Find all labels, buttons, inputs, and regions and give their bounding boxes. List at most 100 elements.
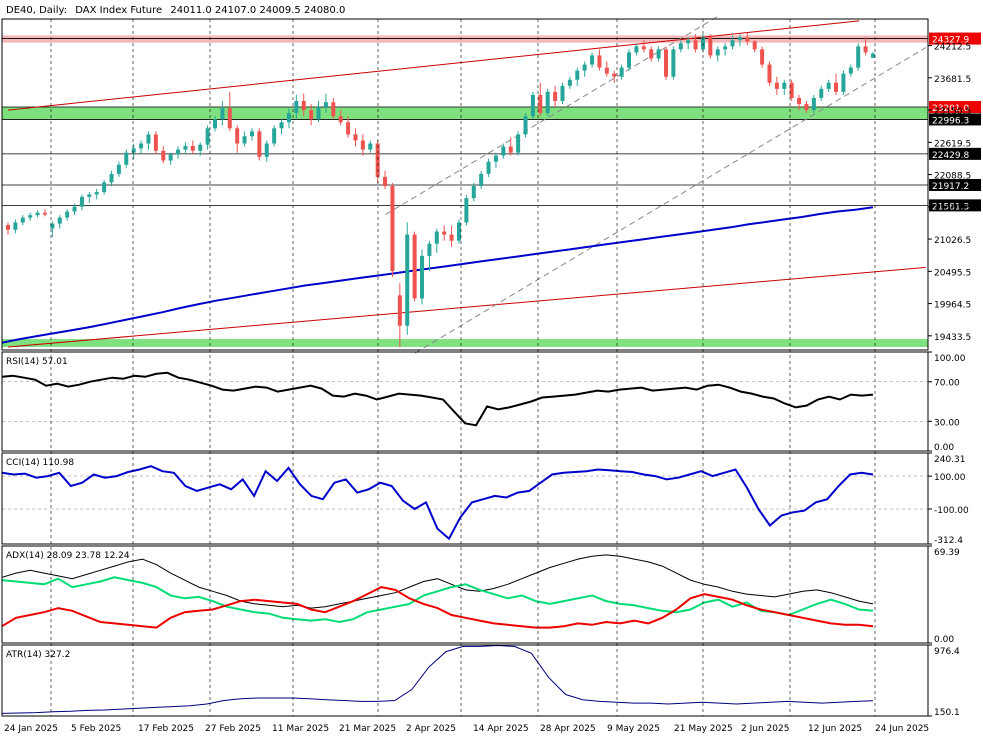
candle-body xyxy=(774,82,779,89)
candle-body xyxy=(116,164,121,174)
candle-body xyxy=(35,212,40,216)
candle-body xyxy=(449,234,454,241)
candle-body xyxy=(582,64,587,71)
rsi-panel[interactable]: RSI(14) 57.01 100.00 70.00 30.00 0.00 xyxy=(1,351,966,453)
candle-body xyxy=(331,102,336,117)
candle-body xyxy=(360,140,365,150)
panel-frame-rsi xyxy=(1,351,929,452)
level-label-bg xyxy=(929,113,981,126)
candle-body xyxy=(397,295,402,326)
x-tick-label: 24 Jan 2025 xyxy=(4,724,58,734)
candle-body xyxy=(279,122,284,129)
candle-body xyxy=(567,79,572,86)
atr-panel[interactable]: ATR(14) 327.2 976.4 150.1 xyxy=(1,644,960,718)
level-label: 23201.0 xyxy=(932,104,969,114)
x-tick-label: 2 Jun 2025 xyxy=(741,724,789,734)
candle-body xyxy=(316,107,321,120)
candle-body xyxy=(72,206,77,212)
candle-body xyxy=(94,192,99,195)
candle-body xyxy=(604,67,609,74)
indicator-line xyxy=(1,465,874,541)
candle-body xyxy=(678,43,683,50)
candle-body xyxy=(516,134,521,153)
ohlc-label: 24011.0 24107.0 24009.5 24080.0 xyxy=(170,5,345,16)
candle-body xyxy=(442,231,447,235)
y-tick-label: 30.00 xyxy=(934,418,960,428)
y-tick-label: 100.00 xyxy=(934,354,966,364)
candle-body xyxy=(220,108,225,120)
candle-body xyxy=(826,82,831,89)
candle-body xyxy=(346,122,351,135)
y-tick-label: 976.4 xyxy=(934,647,960,657)
candle-body xyxy=(656,49,661,59)
y-tick-label: 69.39 xyxy=(934,548,960,558)
indicator-line xyxy=(1,371,874,427)
candle-body xyxy=(479,173,484,187)
price-zone xyxy=(2,35,928,43)
candle-body xyxy=(590,55,595,65)
candle-body xyxy=(109,173,114,183)
price-panel[interactable]: 24327.9 23201.0 22996.3 22429.8 21917.2 21581… xyxy=(1,15,981,354)
indicator-title: ATR(14) 327.2 xyxy=(6,650,70,660)
candle-body xyxy=(752,41,757,50)
trendline xyxy=(7,266,926,348)
price-zone xyxy=(2,339,928,347)
candle-body xyxy=(634,46,639,53)
level-label-bg xyxy=(929,101,981,114)
x-tick-label: 2 Apr 2025 xyxy=(406,724,456,734)
candle-body xyxy=(301,100,306,111)
candle-body xyxy=(65,211,70,218)
candle-body xyxy=(434,231,439,244)
candle-body xyxy=(560,85,565,101)
candle-body xyxy=(146,134,151,144)
candle-body xyxy=(235,128,240,144)
candle-body xyxy=(227,108,232,129)
adx-panel[interactable]: ADX(14) 28.09 23.78 12.24 69.39 0.00 xyxy=(1,545,960,645)
description-label: DAX Index Future xyxy=(75,5,162,16)
y-tick-label: 21026.5 xyxy=(934,236,971,246)
candle-body xyxy=(686,40,691,44)
y-tick-label: 23150.5 xyxy=(934,107,971,117)
indicator-line xyxy=(1,576,874,624)
candle-body xyxy=(834,82,839,92)
cci-panel[interactable]: CCI(14) 110.98 240.31 100.00 -100.00 -312.4 xyxy=(1,452,969,546)
panel-frame-main xyxy=(1,18,929,351)
candle-body xyxy=(183,145,188,150)
x-tick-label: 27 Feb 2025 xyxy=(205,724,261,734)
candle-body xyxy=(87,194,92,197)
candle-body xyxy=(13,222,18,230)
y-tick-label: -312.4 xyxy=(934,536,963,546)
x-tick-label: 24 Jun 2025 xyxy=(875,724,929,734)
candle-body xyxy=(760,49,765,65)
candle-body xyxy=(338,116,343,123)
candle-body xyxy=(723,46,728,50)
candle-body xyxy=(523,116,528,135)
candle-body xyxy=(575,70,580,80)
candle-body xyxy=(272,128,277,144)
x-tick-label: 5 Feb 2025 xyxy=(71,724,121,734)
candle-body xyxy=(168,154,173,161)
candle-body xyxy=(553,91,558,101)
candle-body xyxy=(139,143,144,149)
y-tick-label: 70.00 xyxy=(934,379,960,389)
candle-body xyxy=(597,55,602,68)
y-tick-label: 0.00 xyxy=(934,443,954,453)
candle-body xyxy=(627,52,632,68)
x-tick-label: 12 Jun 2025 xyxy=(808,724,862,734)
indicator-title: RSI(14) 57.01 xyxy=(6,357,68,367)
level-label: 22429.8 xyxy=(932,151,969,161)
candle-body xyxy=(486,161,491,174)
candle-body xyxy=(50,223,55,229)
candle-body xyxy=(871,53,875,58)
x-tick-label: 14 Apr 2025 xyxy=(473,724,529,734)
trendline xyxy=(385,15,719,215)
candle-body xyxy=(708,37,713,56)
panel-frame-atr xyxy=(1,644,929,717)
candle-body xyxy=(819,88,824,98)
x-tick-label: 28 Apr 2025 xyxy=(540,724,596,734)
candle-body xyxy=(161,150,166,161)
candle-body xyxy=(20,217,25,223)
candle-body xyxy=(102,182,107,193)
